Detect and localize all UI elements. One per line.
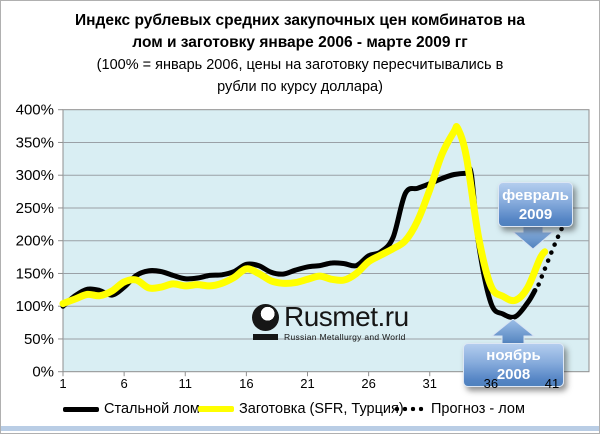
y-tick-label: 250% xyxy=(16,200,54,217)
title-line-2: лом и заготовку январе 2006 - марте 2009… xyxy=(132,34,468,51)
rusmet-ring-icon xyxy=(252,304,279,331)
chart-title: Индекс рублевых средних закупочных цен к… xyxy=(19,10,581,98)
callout-feb-2009: февраль 2009 xyxy=(498,182,573,227)
x-tick-label: 21 xyxy=(300,376,315,391)
x-tick-label: 41 xyxy=(544,376,560,391)
y-tick-label: 150% xyxy=(16,265,54,282)
rusmet-logo-tagline: Russian Metallurgy and World xyxy=(284,332,406,342)
x-tick-label: 26 xyxy=(361,376,376,391)
rusmet-logo-icon xyxy=(252,304,279,341)
y-tick-label: 100% xyxy=(16,298,54,315)
x-axis-ticks xyxy=(62,371,553,377)
y-axis-ticks xyxy=(58,109,63,373)
rusmet-bar-icon xyxy=(253,334,278,340)
x-tick-label: 6 xyxy=(120,376,128,391)
callout-nov-line1: ноябрь xyxy=(486,347,541,364)
legend-item-billet: Заготовка (SFR, Турция) xyxy=(198,400,404,418)
callout-nov-line2: 2008 xyxy=(496,366,531,383)
y-axis-labels: 0% 50% 100% 150% 200% 250% 300% 350% 400% xyxy=(16,102,54,381)
x-tick-label: 16 xyxy=(239,376,254,391)
chart-title-main: Индекс рублевых средних закупочных цен к… xyxy=(19,10,581,54)
x-tick-label: 11 xyxy=(178,376,193,391)
legend-dotted-line-icon xyxy=(393,406,426,412)
y-tick-label: 50% xyxy=(24,331,54,348)
series-forecast-scrap xyxy=(536,221,567,287)
y-tick-label: 400% xyxy=(16,102,54,119)
legend-solid-yellow-line-icon xyxy=(198,406,234,412)
title-line-4: рубли по курсу доллара) xyxy=(217,79,383,95)
callout-feb-line1: февраль xyxy=(502,186,569,204)
x-tick-label: 1 xyxy=(59,376,67,391)
y-tick-label: 350% xyxy=(16,134,54,151)
callout-nov-arrow-up-icon xyxy=(490,319,536,345)
legend-item-steel-scrap: Стальной лом xyxy=(63,400,200,418)
legend-label: Прогноз - лом xyxy=(431,401,525,417)
title-line-1: Индекс рублевых средних закупочных цен к… xyxy=(75,12,525,29)
legend-label: Заготовка (SFR, Турция) xyxy=(239,401,404,417)
legend-label: Стальной лом xyxy=(104,401,200,417)
title-line-3: (100% = январь 2006, цены на заготовку п… xyxy=(96,57,504,73)
rusmet-logo-name: Rusmet.ru xyxy=(284,301,409,332)
rusmet-logo-text: Rusmet.ru Russian Metallurgy and World xyxy=(284,301,409,343)
legend-item-forecast: Прогноз - лом xyxy=(393,400,525,418)
legend-solid-black-line-icon xyxy=(63,406,99,412)
x-tick-label: 31 xyxy=(422,376,437,391)
y-tick-label: 300% xyxy=(16,167,54,184)
chart-title-sub: (100% = январь 2006, цены на заготовку п… xyxy=(19,54,581,98)
y-tick-label: 200% xyxy=(16,233,54,250)
gridlines xyxy=(63,141,589,340)
series-billet xyxy=(59,123,549,308)
bottom-divider xyxy=(1,426,599,431)
y-tick-label: 0% xyxy=(32,364,54,381)
x-tick-label: 36 xyxy=(483,376,499,391)
callout-feb-line2: 2009 xyxy=(518,205,553,223)
callout-feb-arrow-down-icon xyxy=(511,223,555,250)
rusmet-logo: Rusmet.ru Russian Metallurgy and World xyxy=(252,301,409,343)
callout-nov-2008: ноябрь 2008 xyxy=(463,343,564,387)
